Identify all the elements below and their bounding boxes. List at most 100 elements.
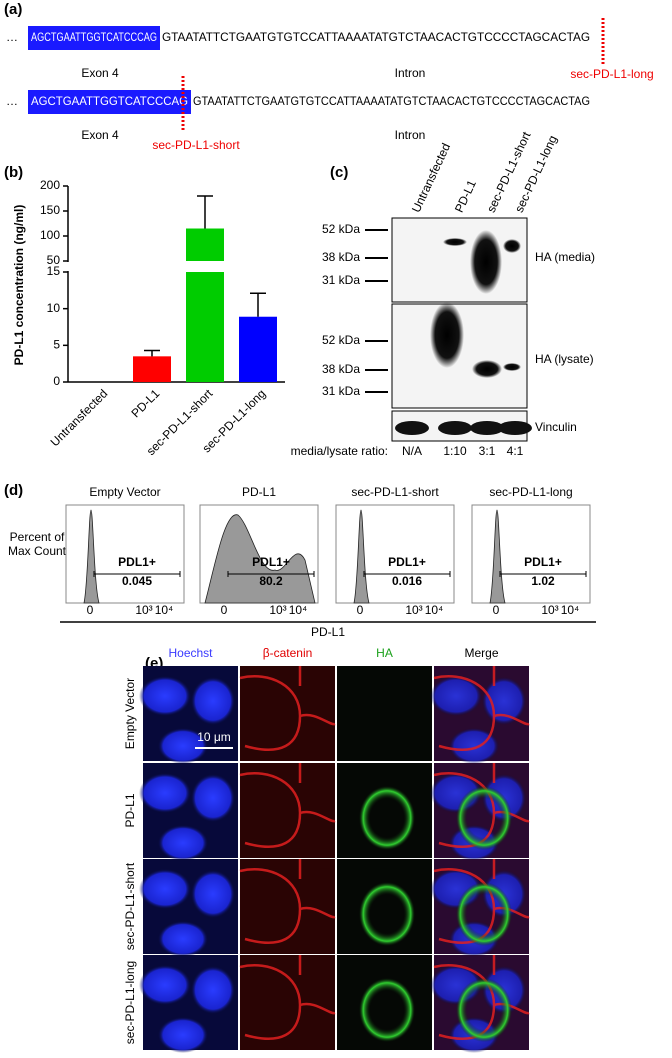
panel-label: (c) xyxy=(330,164,348,181)
nucleus xyxy=(191,966,235,1014)
band xyxy=(438,421,472,435)
x-tick-label: 10³ xyxy=(269,603,286,617)
panel-label: (a) xyxy=(4,1,22,18)
gate xyxy=(363,571,451,577)
nucleus xyxy=(449,728,499,764)
error-bar xyxy=(250,292,266,317)
column-header: HA xyxy=(376,646,393,660)
y-axis-label: Max Count xyxy=(8,544,67,558)
plot-frame xyxy=(471,504,591,604)
plot-title: Empty Vector xyxy=(89,485,160,499)
intron-sequence: GTAATATTCTGAATGTGTCCATTAAAATATGTCTAACACT… xyxy=(193,94,590,108)
exon-box xyxy=(28,26,160,50)
x-tick-label: 0 xyxy=(221,603,228,617)
x-tick-label: 10⁴ xyxy=(155,603,174,617)
row-label: sec-PD-L1-long xyxy=(123,961,137,1044)
gate-label: PDL1+ xyxy=(118,555,156,569)
x-tick-label: 10⁴ xyxy=(425,603,444,617)
nucleus xyxy=(482,677,526,725)
marker-label: 31 kDa xyxy=(322,273,360,287)
y-axis-label: Percent of xyxy=(10,530,65,544)
membrane xyxy=(239,763,336,848)
ha-signal xyxy=(456,978,512,1042)
row-label: PD-L1 xyxy=(123,793,137,827)
gate-label: PDL1+ xyxy=(524,555,562,569)
membrane xyxy=(433,666,530,751)
nucleus xyxy=(191,774,235,822)
exon-label: Exon 4 xyxy=(81,128,119,142)
row-label: sec-PD-L1-short xyxy=(123,862,137,950)
lane-label: Untransfected xyxy=(409,141,453,215)
marker-label: 52 kDa xyxy=(322,333,360,347)
ratio-label: media/lysate ratio: xyxy=(291,444,388,458)
marker-label: 38 kDa xyxy=(322,362,360,376)
micrograph xyxy=(240,666,335,761)
membrane xyxy=(239,955,336,1040)
bar xyxy=(239,316,277,382)
x-tick-label: 10³ xyxy=(405,603,422,617)
micrograph xyxy=(337,666,432,761)
column-header: Merge xyxy=(464,646,498,660)
micrograph xyxy=(240,763,335,858)
x-axis-label: PD-L1 xyxy=(311,625,345,639)
y-tick-label: 100 xyxy=(40,228,60,242)
bar-body xyxy=(186,228,224,261)
gate-label: PDL1+ xyxy=(252,555,290,569)
band xyxy=(503,363,521,371)
ratio: 3:1 xyxy=(479,444,496,458)
marker-label: 52 kDa xyxy=(322,222,360,236)
nucleus xyxy=(430,676,482,716)
membrane xyxy=(239,666,336,751)
y-tick-label: 10 xyxy=(47,301,61,315)
y-tick-label: 200 xyxy=(40,178,60,192)
gate xyxy=(227,571,315,577)
exon-sequence: AGCTGAATTGGTCATCCCAG xyxy=(31,30,157,44)
gate-value: 0.045 xyxy=(122,574,152,588)
ha-signal xyxy=(359,978,415,1042)
nucleus xyxy=(139,869,191,909)
nucleus xyxy=(139,773,191,813)
gate xyxy=(93,571,181,577)
band xyxy=(472,360,502,378)
x-tick-label: 10⁴ xyxy=(289,603,308,617)
blot-label: Vinculin xyxy=(535,420,577,434)
row-label: Empty Vector xyxy=(123,678,137,749)
exon-box xyxy=(28,90,191,114)
nucleus xyxy=(158,728,208,764)
scale-bar-label: 10 μm xyxy=(197,730,231,744)
band xyxy=(470,421,504,435)
nucleus xyxy=(191,677,235,725)
exon-sequence: AGCTGAATTGGTCATCCCAG xyxy=(31,94,188,108)
histogram xyxy=(489,509,506,604)
blot-label: HA (lysate) xyxy=(535,352,594,366)
ha-signal xyxy=(359,786,415,850)
histogram xyxy=(83,509,100,604)
x-tick-label: 10⁴ xyxy=(561,603,580,617)
blot-label: HA (media) xyxy=(535,250,595,264)
band xyxy=(395,421,429,435)
column-header: Hoechst xyxy=(168,646,213,660)
intron-sequence: GTAATATTCTGAATGTGTCCATTAAAATATGTCTAACACT… xyxy=(162,30,590,44)
nucleus xyxy=(158,825,208,861)
ratio: N/A xyxy=(402,444,422,458)
gate xyxy=(499,571,587,577)
bar-body xyxy=(133,356,171,382)
panel-label: (b) xyxy=(4,164,23,181)
y-tick-label: 15 xyxy=(47,264,61,278)
scale-bar xyxy=(195,747,233,749)
intron-label: Intron xyxy=(395,66,426,80)
marker-label: 38 kDa xyxy=(322,250,360,264)
lane-label: PD-L1 xyxy=(452,178,479,215)
y-axis-label: PD-L1 concentration (ng/ml) xyxy=(12,205,26,366)
plot-frame xyxy=(65,504,185,604)
marker-label: 31 kDa xyxy=(322,384,360,398)
blot xyxy=(391,217,528,303)
membrane xyxy=(239,859,336,944)
plot-frame xyxy=(335,504,455,604)
nucleus xyxy=(158,921,208,957)
error-bar xyxy=(144,349,160,357)
y-tick-label: 5 xyxy=(53,338,60,352)
ratio: 4:1 xyxy=(507,444,524,458)
plot-title: sec-PD-L1-short xyxy=(351,485,439,499)
